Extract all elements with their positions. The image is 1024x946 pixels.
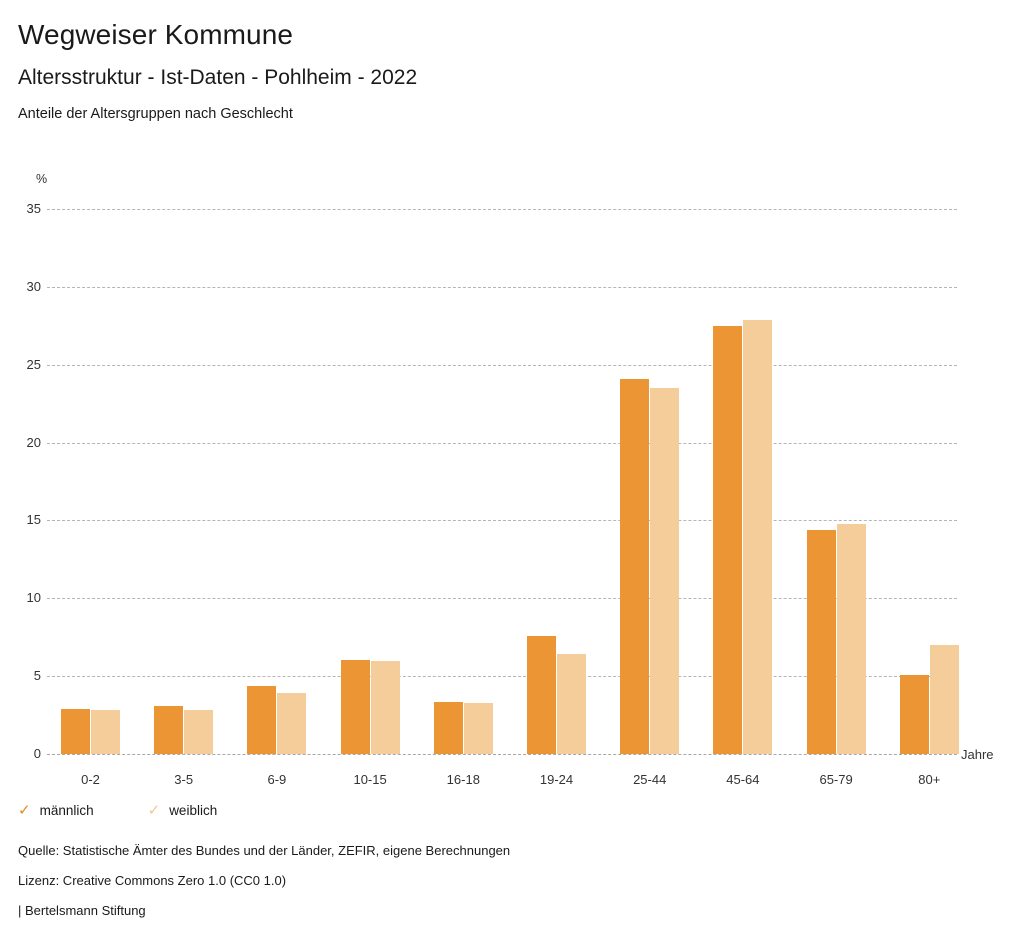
check-icon: ✓ bbox=[147, 802, 161, 819]
plot-area: 0 5 10 15 20 25 30 35 0-2 3-5 6-9 10-15 16-18 19-24 2… bbox=[27, 201, 959, 787]
legend-item-female[interactable]: ✓ weiblich bbox=[148, 803, 218, 818]
bar-weiblich-16-18[interactable] bbox=[463, 702, 493, 754]
check-icon: ✓ bbox=[18, 802, 31, 819]
y-axis-tick-label: 20 bbox=[26, 434, 41, 450]
bar-weiblich-10-15[interactable] bbox=[370, 660, 400, 754]
bar-männlich-65-79[interactable] bbox=[806, 529, 836, 754]
y-axis-unit-label: % bbox=[36, 172, 48, 186]
gridline bbox=[47, 598, 957, 600]
gridline bbox=[47, 754, 957, 755]
bar-weiblich-45-64[interactable] bbox=[743, 319, 773, 754]
bars-group bbox=[47, 209, 959, 754]
bar-männlich-3-5[interactable] bbox=[154, 705, 184, 754]
bar-weiblich-3-5[interactable] bbox=[184, 710, 214, 754]
footer-license: Lizenz: Creative Commons Zero 1.0 (CC0 1… bbox=[18, 873, 287, 888]
y-axis-tick-label: 5 bbox=[33, 668, 41, 684]
legend: ✓ männlich ✓ weiblich bbox=[18, 803, 271, 818]
x-axis-tick-label: 16-18 bbox=[446, 772, 480, 787]
y-axis-tick-label: 0 bbox=[33, 746, 41, 761]
x-axis-tick-label: 10-15 bbox=[353, 772, 387, 787]
bar-männlich-25-44[interactable] bbox=[620, 378, 650, 754]
bar-weiblich-65-79[interactable] bbox=[836, 523, 866, 754]
gridline bbox=[47, 209, 957, 210]
x-axis-tick-label: 6-9 bbox=[267, 772, 287, 787]
footer-source: Quelle: Statistische Ämter des Bundes un… bbox=[18, 843, 511, 858]
bar-männlich-16-18[interactable] bbox=[433, 701, 463, 754]
x-axis-tick-label: 19-24 bbox=[539, 772, 574, 787]
page-subtitle: Altersstruktur - Ist-Daten - Pohlheim - … bbox=[18, 66, 418, 89]
bar-weiblich-80+[interactable] bbox=[929, 645, 959, 754]
bar-männlich-80+[interactable] bbox=[899, 674, 929, 754]
legend-item-label: männlich bbox=[39, 803, 94, 818]
bar-männlich-45-64[interactable] bbox=[713, 325, 743, 754]
bar-weiblich-25-44[interactable] bbox=[650, 388, 680, 754]
y-axis-tick-label: 15 bbox=[26, 512, 41, 528]
gridline bbox=[47, 364, 957, 366]
gridline bbox=[47, 520, 957, 522]
gridline bbox=[47, 442, 957, 444]
y-axis-tick-label: 35 bbox=[26, 201, 41, 216]
bar-weiblich-19-24[interactable] bbox=[557, 653, 586, 754]
bar-weiblich-0-2[interactable] bbox=[91, 710, 120, 754]
legend-item-male[interactable]: ✓ männlich bbox=[18, 803, 94, 818]
legend-item-label: weiblich bbox=[169, 803, 218, 818]
x-axis-tick-label: 80+ bbox=[918, 772, 941, 787]
x-axis-tick-label: 65-79 bbox=[819, 772, 853, 787]
x-axis-tick-label: 45-64 bbox=[726, 772, 760, 787]
footer: Quelle: Statistische Ämter des Bundes un… bbox=[18, 843, 918, 933]
x-axis-unit-label: Jahre bbox=[961, 747, 994, 762]
bar-weiblich-6-9[interactable] bbox=[277, 693, 307, 754]
footer-publisher: | Bertelsmann Stiftung bbox=[18, 903, 146, 918]
y-axis-tick-label: 25 bbox=[26, 356, 41, 372]
y-axis-tick-label: 10 bbox=[26, 590, 41, 606]
gridline bbox=[47, 286, 957, 288]
bar-männlich-0-2[interactable] bbox=[61, 708, 90, 754]
x-axis-tick-label: 3-5 bbox=[174, 772, 194, 787]
bar-männlich-10-15[interactable] bbox=[340, 659, 370, 754]
y-axis-tick-label: 30 bbox=[26, 278, 41, 294]
x-axis-tick-label: 0-2 bbox=[81, 772, 100, 787]
bar-männlich-6-9[interactable] bbox=[247, 685, 277, 754]
page-subsubtitle: Anteile der Altersgruppen nach Geschlech… bbox=[18, 106, 293, 122]
x-axis-tick-label: 25-44 bbox=[633, 772, 667, 787]
gridline bbox=[47, 676, 957, 678]
page-title: Wegweiser Kommune bbox=[18, 19, 294, 50]
bar-männlich-19-24[interactable] bbox=[527, 635, 556, 754]
